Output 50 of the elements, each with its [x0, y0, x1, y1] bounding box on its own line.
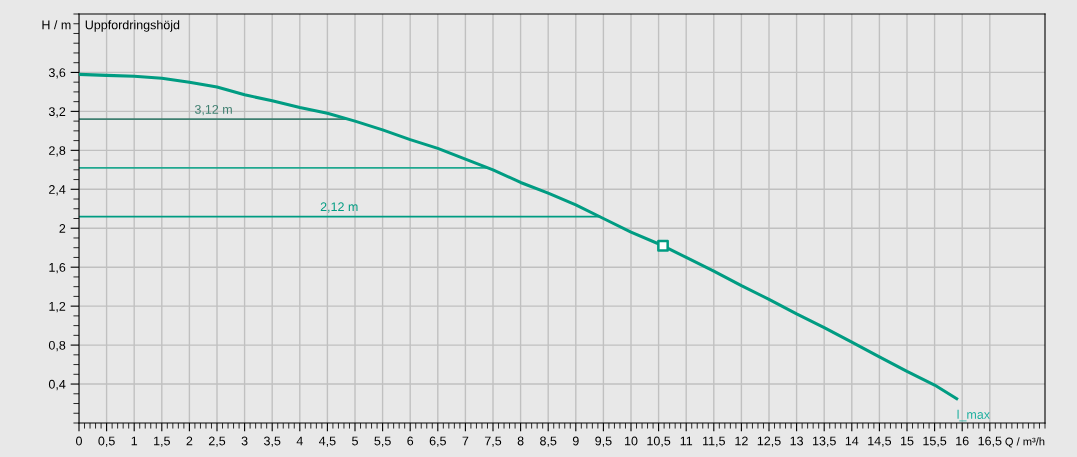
y-tick-label: 1,6 — [49, 262, 66, 274]
ref-line-label: 2,12 m — [320, 202, 358, 213]
x-tick-label: 12 — [735, 436, 748, 446]
y-tick-label: 2,4 — [49, 185, 66, 196]
x-tick-label: 3,5 — [263, 436, 281, 447]
x-tick-label: 14 — [845, 436, 859, 446]
x-tick-label: 6 — [407, 436, 414, 446]
x-tick-label: 6,5 — [429, 436, 446, 447]
x-tick-label: 10,5 — [647, 436, 671, 447]
x-tick-label: 13 — [790, 436, 803, 446]
x-tick-label: 0,5 — [98, 436, 115, 447]
x-tick-label: 3 — [241, 436, 248, 446]
y-tick-label: 2,8 — [49, 146, 66, 157]
y-tick-label: 3,2 — [48, 107, 66, 118]
x-tick-label: 14,5 — [868, 436, 892, 447]
x-tick-label: 16,5 — [978, 436, 1002, 447]
x-tick-label: 12,5 — [757, 436, 781, 447]
x-tick-label: 15 — [901, 436, 914, 446]
x-tick-label: 4 — [296, 436, 303, 446]
x-tick-label: 0 — [76, 436, 82, 446]
y-tick-label: 0,8 — [48, 340, 66, 352]
chart-title: Uppfordringshöjd — [85, 20, 180, 32]
x-tick-label: 15,5 — [923, 436, 947, 447]
x-tick-label: 2 — [186, 436, 193, 446]
y-tick-label: 0,4 — [48, 379, 66, 391]
x-tick-label: 11,5 — [703, 436, 725, 447]
y-axis-title: H / m — [42, 20, 71, 30]
y-tick-label: 2 — [59, 224, 66, 233]
x-tick-label: 9 — [572, 436, 579, 446]
x-tick-label: 11 — [680, 436, 693, 446]
x-tick-label: 10 — [625, 436, 638, 446]
x-tick-label: 7,5 — [484, 436, 502, 447]
x-tick-label: 16 — [956, 436, 969, 446]
x-axis-title: Q / m³/h — [1005, 437, 1045, 448]
x-tick-label: 5,5 — [374, 436, 391, 447]
line-series — [79, 72, 959, 401]
x-tick-label: 4,5 — [319, 436, 336, 447]
x-tick-label: 1 — [131, 436, 138, 446]
y-tick-label: 1,2 — [49, 301, 66, 313]
x-tick-label: 9,5 — [595, 436, 612, 447]
x-tick-label: 8 — [517, 436, 524, 446]
x-tick-label: 7 — [462, 436, 469, 446]
y-tick-label: 3,6 — [48, 68, 66, 79]
x-tick-label: 5 — [352, 436, 358, 446]
x-tick-label: 2,5 — [208, 436, 226, 447]
x-tick-label: 8,5 — [540, 436, 557, 447]
annotation: l_max — [957, 409, 990, 422]
x-tick-label: 1,5 — [154, 436, 170, 447]
ref-line-label: 3,12 m — [194, 104, 232, 116]
x-tick-label: 13,5 — [812, 436, 836, 447]
